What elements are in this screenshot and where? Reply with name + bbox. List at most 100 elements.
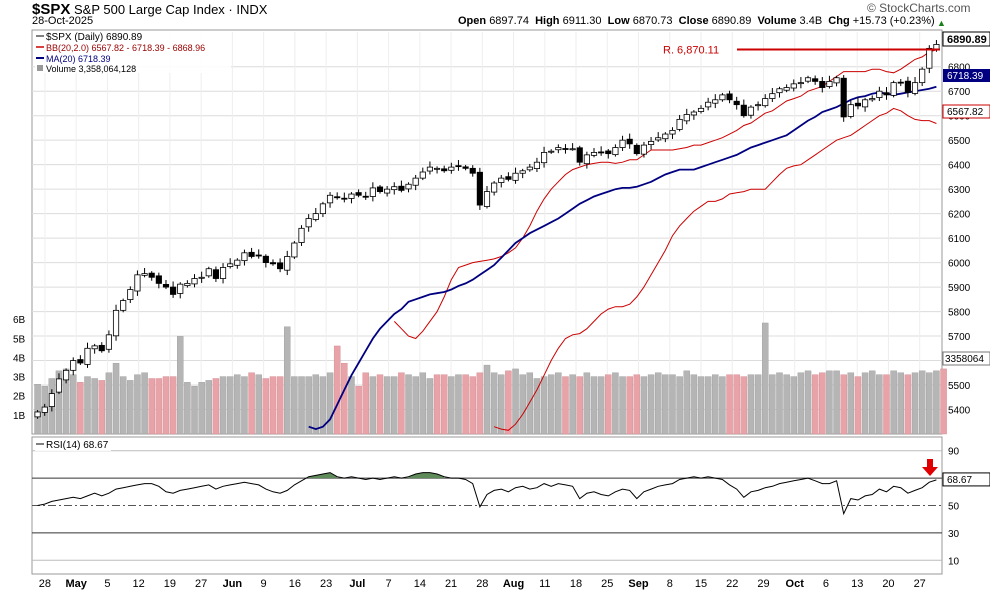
volume-bar: [205, 380, 213, 435]
candle-body: [148, 272, 155, 278]
candle-body: [797, 82, 804, 85]
volume-bar: [662, 374, 669, 435]
volume-bar: [747, 374, 755, 435]
price-tick-label: 6200: [948, 210, 971, 221]
candle-body: [476, 171, 483, 206]
volume-bar: [712, 374, 719, 435]
candle-body: [862, 99, 869, 108]
volume-bar: [155, 378, 163, 435]
volume-bar: [148, 378, 155, 435]
rsi-gridlines: [32, 450, 942, 561]
svg-text:6718.39: 6718.39: [947, 71, 984, 82]
volume-bar: [505, 370, 512, 435]
volume-bar: [355, 385, 362, 435]
candle-body: [533, 161, 541, 169]
volume-bar: [177, 336, 184, 435]
volume-bar: [704, 376, 712, 435]
volume-bar: [141, 372, 148, 435]
candle-body: [170, 286, 177, 295]
volume-tag: 3358064: [942, 351, 990, 366]
candle-body: [326, 194, 334, 204]
candle-body: [804, 77, 812, 82]
volume-bar: [904, 374, 912, 435]
candle-body: [833, 77, 840, 84]
volume-bar: [127, 380, 134, 435]
candle-body: [876, 90, 883, 98]
candle-body: [234, 259, 241, 266]
volume-bar: [369, 376, 377, 435]
candle-body: [277, 262, 284, 270]
candle-body: [548, 150, 555, 153]
price-tick-label: 6700: [948, 87, 971, 98]
volume-bar: [226, 376, 234, 435]
volume-bar: [248, 372, 255, 435]
candle-body: [41, 406, 48, 413]
volume-bar: [112, 362, 120, 435]
last-price-tag: 6890.89: [942, 31, 990, 47]
candle-body: [448, 166, 455, 171]
volume-bar: [811, 374, 819, 435]
candle-body: [911, 82, 919, 94]
arrow-down-icon: [922, 459, 938, 476]
rsi-tag: 68.67: [942, 472, 990, 487]
volume-bar: [276, 376, 284, 435]
candle-body: [847, 104, 854, 117]
volume-bar: [861, 372, 869, 435]
x-tick-label: 18: [570, 578, 582, 590]
volume-bar: [826, 370, 833, 435]
volume-bar: [733, 374, 740, 435]
x-tick-label: Oct: [786, 578, 805, 590]
candle-body: [105, 334, 112, 350]
candle-body: [762, 98, 769, 107]
volume-bar: [754, 374, 762, 435]
rsi-tick-label: 90: [948, 447, 960, 458]
candle-body: [255, 254, 262, 257]
candle-body: [398, 185, 405, 191]
candle-body: [77, 359, 84, 364]
candle-body: [127, 289, 134, 300]
volume-bar: [597, 376, 605, 435]
volume-bar: [847, 372, 855, 435]
price-tick-label: 6000: [948, 259, 971, 270]
price-tick-label: 6800: [948, 63, 971, 74]
candle-body: [205, 268, 212, 277]
candle-body: [405, 183, 412, 190]
candle-body: [619, 139, 626, 148]
candle-body: [612, 147, 619, 156]
candle-body: [63, 369, 70, 381]
volume-bar: [269, 376, 277, 435]
volume-bar: [34, 384, 41, 435]
candle-body: [469, 167, 476, 174]
volume-bar: [77, 382, 84, 435]
volume-bar: [804, 370, 812, 435]
candle-body: [519, 170, 526, 174]
candle-body: [284, 256, 291, 271]
volume-bar: [405, 374, 412, 435]
candle-body: [191, 278, 198, 285]
volume-bar: [833, 370, 840, 435]
candle-body: [269, 262, 277, 265]
candle-body: [305, 218, 312, 228]
volume-bar: [262, 378, 270, 435]
volume-bar: [890, 370, 897, 435]
candle-body: [555, 147, 562, 151]
open-value: 6897.74: [489, 15, 529, 27]
candle-body: [248, 251, 255, 257]
volume-bar: [790, 376, 797, 435]
volume-axis: 1B 2B 3B 4B 5B 6B: [13, 315, 26, 422]
candle-body: [690, 111, 697, 116]
volume-bar: [98, 380, 106, 435]
candle-body: [212, 269, 219, 279]
low-value: 6870.73: [632, 15, 673, 27]
candle-body: [869, 98, 876, 101]
candle-body: [291, 242, 298, 258]
rsi-legend: RSI(14) 68.67: [35, 438, 111, 451]
candle-body: [91, 345, 98, 350]
volume-value: 3.4B: [799, 15, 823, 27]
volume-bar: [583, 372, 591, 435]
candle-body: [576, 147, 583, 163]
candle-body: [569, 148, 576, 151]
volume-bar: [640, 376, 648, 435]
volume-bar: [547, 374, 555, 435]
x-tick-label: 29: [757, 578, 769, 590]
